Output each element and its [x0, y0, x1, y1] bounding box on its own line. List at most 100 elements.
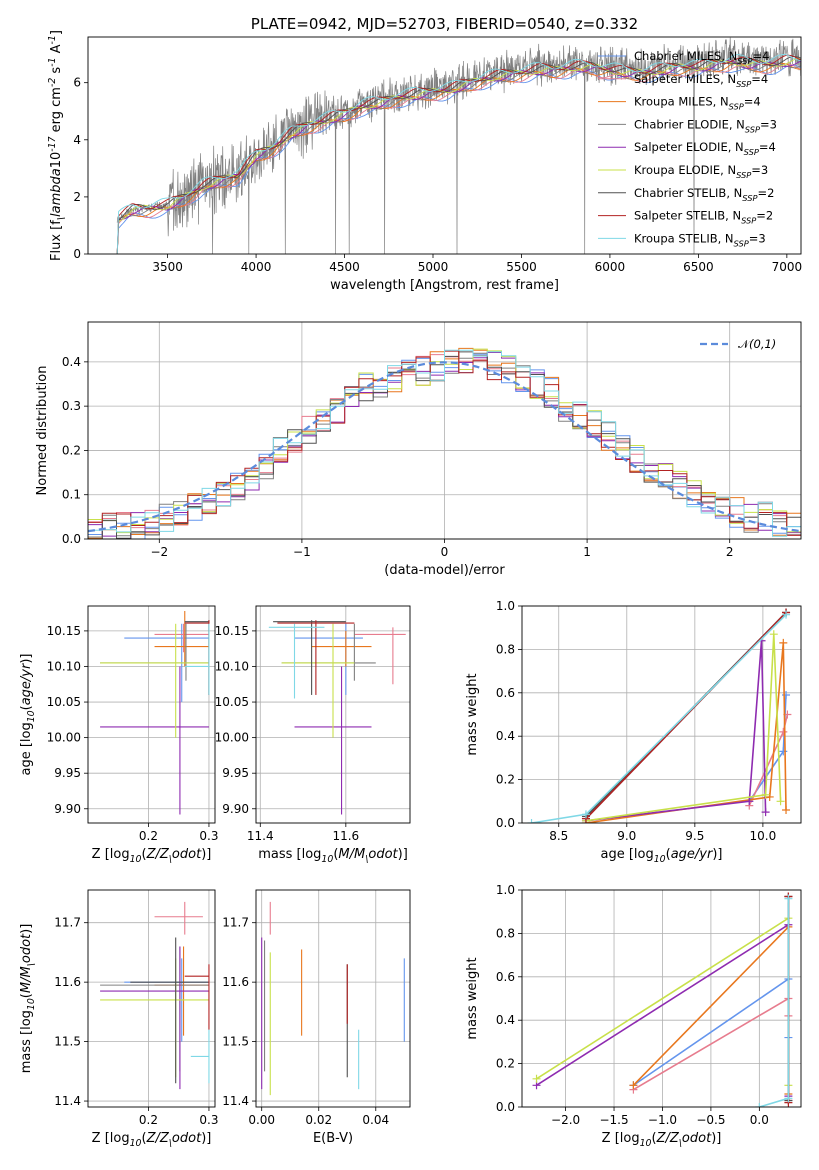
- weight-marker: [779, 727, 788, 736]
- model-line: [116, 63, 801, 254]
- label-part: =4: [752, 49, 769, 63]
- y-tick-label: 11.7: [222, 916, 249, 930]
- legend-entry: Kroupa ELODIE, NSSP=3: [634, 163, 768, 180]
- label-part: Salpeter MILES, N: [634, 72, 736, 86]
- x-tick-label: 6500: [683, 260, 714, 274]
- label-part: 10: [49, 152, 64, 169]
- x-tick-label: 0.02: [305, 1113, 332, 1127]
- axes-age-vs-Z: 0.2 0.3 9.90 9.95 10.00 10.05 10.10 10.15 Z [log…: [19, 605, 218, 865]
- y-tick-label: 10.10: [47, 659, 81, 673]
- label-part: odot: [682, 1131, 712, 1146]
- label-part: M/M: [19, 966, 34, 993]
- y-tick-label: 2: [73, 190, 81, 204]
- weight-marker: [761, 790, 770, 799]
- label-part: age [log: [19, 722, 34, 775]
- y-tick-label: 10.00: [215, 731, 249, 745]
- y-tick-label: 0.4: [496, 729, 515, 743]
- label-part: lambda: [49, 168, 64, 217]
- label-part: Chabrier ELODIE, N: [634, 117, 745, 131]
- y-tick-label: 6: [73, 76, 81, 90]
- label-part: -1: [47, 57, 58, 66]
- x-axis-label: E(B-V): [313, 1131, 353, 1146]
- label-part: Z [log: [602, 1131, 640, 1146]
- y-tick-label: 10.05: [47, 695, 81, 709]
- x-tick-label: −1: [293, 545, 311, 559]
- label-part: (: [19, 705, 34, 710]
- weight-marker: [784, 1094, 793, 1103]
- x-tick-label: −2: [150, 545, 168, 559]
- label-part: Kroupa STELIB, N: [634, 231, 734, 245]
- axes-mass-vs-Z: 0.2 0.311.411.511.611.7Z [log10(Z/Z\odot)…: [19, 889, 218, 1149]
- y-tick-label: 0.6: [496, 970, 515, 984]
- label-part: (data-model)/error: [384, 563, 505, 578]
- y-tick-label: 11.4: [222, 1094, 249, 1108]
- label-part: )]: [201, 847, 211, 862]
- weight-marker: [755, 1103, 764, 1107]
- y-tick-label: 11.7: [54, 916, 81, 930]
- x-tick-label: 10.0: [750, 829, 777, 843]
- label-part: Z [log: [92, 847, 130, 862]
- label-part: SSP: [742, 193, 757, 203]
- weight-marker: [769, 630, 778, 639]
- label-part: Normed distribution: [35, 366, 50, 496]
- label-part: SSP: [734, 238, 749, 248]
- label-part: Z [log: [92, 1131, 130, 1146]
- label-part: )]: [19, 924, 34, 934]
- axes-weight-vs-Z: −2.0 −1.5 −1.0 −0.5 0.0 0.0 0.2 0.4 0.6 0.8 1.0 Z […: [465, 883, 802, 1149]
- label-part: (0,1): [749, 337, 776, 351]
- plot-area: [527, 608, 792, 823]
- y-tick-label: 0.4: [62, 355, 81, 369]
- x-axis-label: Z [log10(Z/Z\odot)]: [92, 847, 212, 865]
- axes-age-vs-mass: 11.4 11.6 9.90 9.95 10.00 10.05 10.10 10.15 mass…: [215, 605, 411, 865]
- model-line: [116, 56, 801, 254]
- legend-entry: 𝒩(0,1): [738, 337, 776, 351]
- label-part: )]: [398, 847, 408, 862]
- label-part: =2: [757, 186, 774, 200]
- label-part: \: [365, 854, 368, 865]
- y-tick-label: 0.0: [496, 1100, 515, 1114]
- label-part: Salpeter ELODIE, N: [634, 140, 744, 154]
- axes-frame: [87, 605, 216, 824]
- plot-area: [532, 892, 793, 1107]
- label-part: Kroupa MILES, N: [634, 95, 729, 109]
- label-part: -1: [47, 35, 58, 44]
- y-tick-label: 9.90: [222, 802, 249, 816]
- x-tick-label: −1.0: [648, 1113, 677, 1127]
- label-part: \: [56, 217, 67, 220]
- label-part: Salpeter STELIB, N: [634, 209, 741, 223]
- y-tick-label: 9.95: [222, 766, 249, 780]
- label-part: odot: [19, 933, 34, 963]
- x-tick-label: 1: [583, 545, 591, 559]
- label-part: SSP: [729, 102, 744, 112]
- label-part: =4: [751, 72, 768, 86]
- label-part: -2: [47, 78, 58, 87]
- x-tick-label: 3500: [152, 260, 183, 274]
- x-tick-label: 6000: [595, 260, 626, 274]
- label-part: \: [169, 854, 172, 865]
- label-part: 10: [26, 998, 37, 1010]
- weight-line: [531, 614, 787, 823]
- gaussian-curve: [88, 361, 801, 533]
- label-part: )]: [712, 847, 722, 862]
- y-tick-label: 0.2: [496, 773, 515, 787]
- label-part: =3: [749, 231, 766, 245]
- label-part: odot: [172, 1131, 202, 1146]
- label-part: Flux [f: [49, 220, 64, 261]
- x-tick-label: 7000: [772, 260, 803, 274]
- legend-entry: Salpeter MILES, NSSP=4: [634, 72, 768, 89]
- x-tick-label: −0.5: [696, 1113, 725, 1127]
- label-part: 10: [321, 854, 333, 865]
- label-part: \: [169, 1138, 172, 1149]
- legend-entry: Kroupa MILES, NSSP=4: [634, 95, 761, 112]
- label-part: SSP: [736, 170, 751, 180]
- weight-marker: [776, 797, 785, 806]
- weight-marker: [784, 894, 793, 903]
- label-part: mass [log: [258, 847, 321, 862]
- y-tick-label: 10.00: [47, 731, 81, 745]
- y-tick-label: 1.0: [496, 883, 515, 897]
- x-axis-label: age [log10(age/yr)]: [600, 847, 722, 865]
- axes-frame: [255, 889, 411, 1108]
- x-axis-label: Z [log10(Z/Z\odot)]: [92, 1131, 212, 1149]
- x-tick-label: 2: [726, 545, 734, 559]
